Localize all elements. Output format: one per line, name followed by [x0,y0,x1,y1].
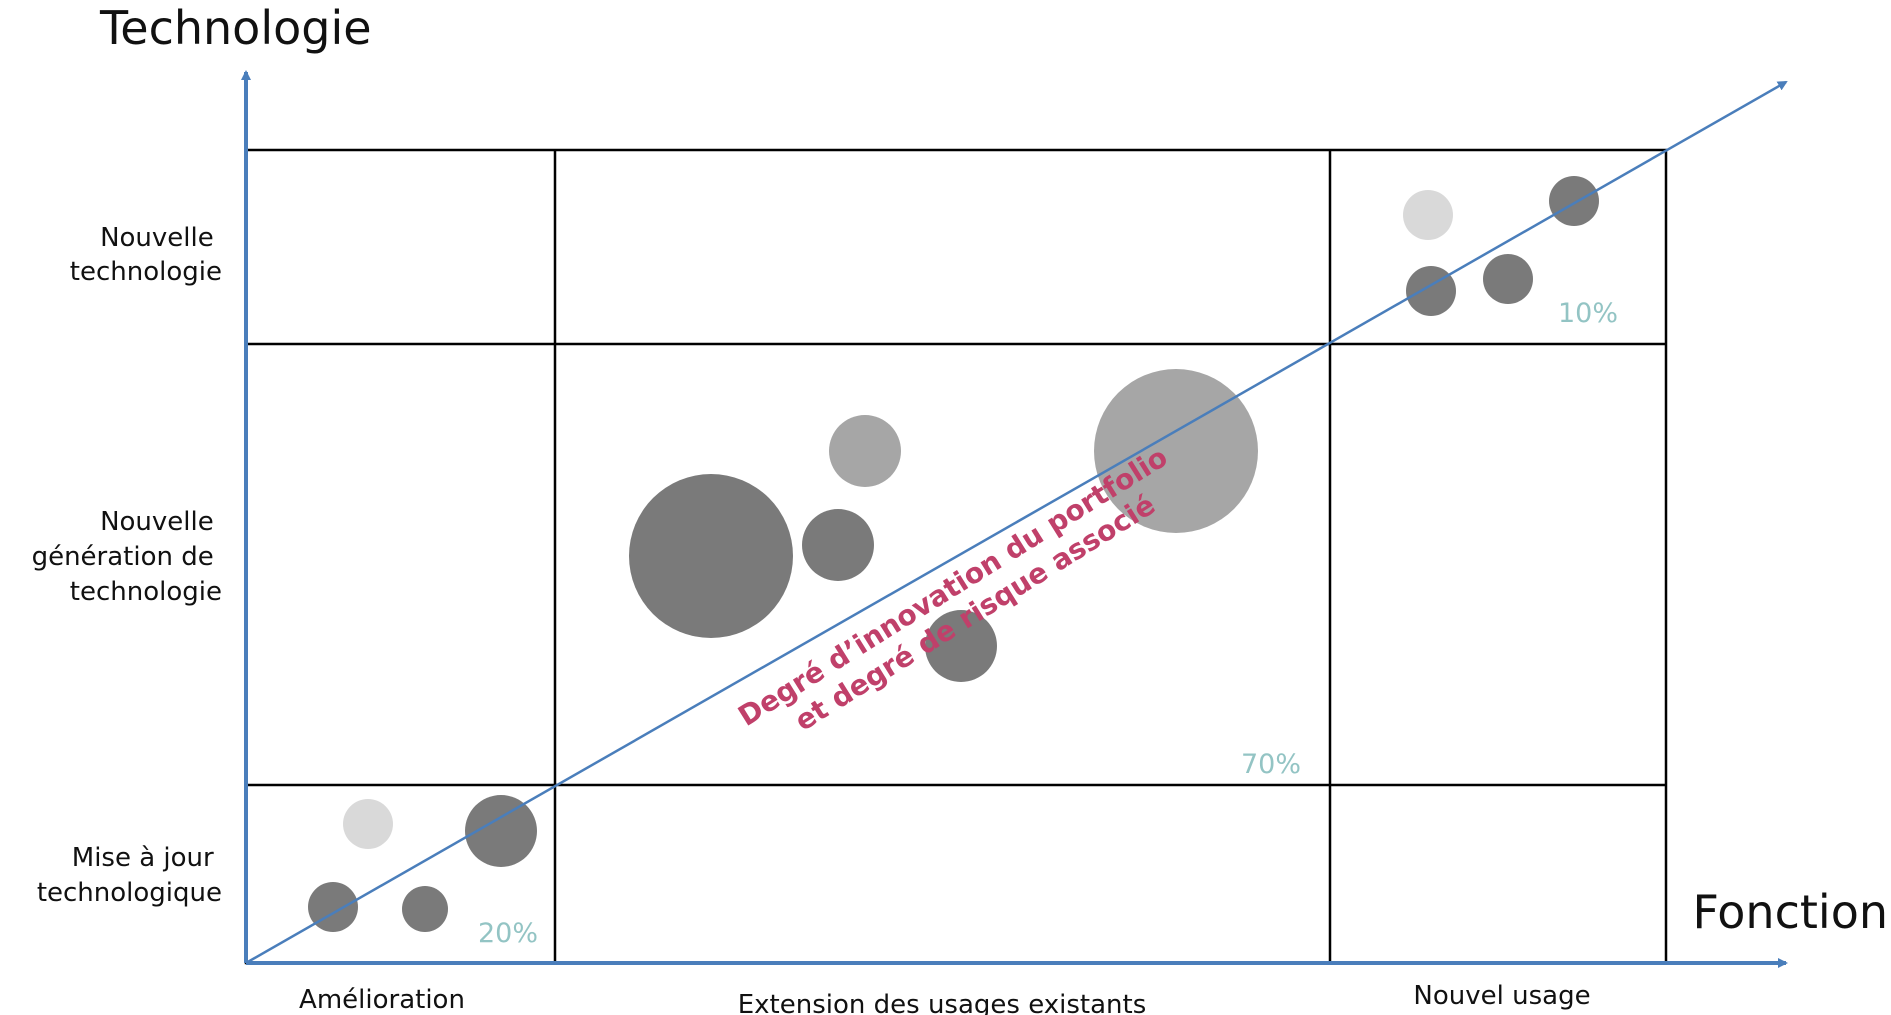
row-label-line: technologie [70,257,222,287]
row-label-new-technology: Nouvelle technologie [70,223,222,287]
bubble [1483,254,1533,304]
diagonal-label-line: Degré d’innovation du portfolio [732,440,1173,733]
bubble [343,799,393,849]
bubble [1403,190,1453,240]
row-label-line: Nouvelle [100,507,214,537]
x-axis-title: Fonction [1692,885,1888,939]
bubbles [308,176,1599,932]
column-label-new-usage: Nouvel usage [1413,981,1590,1011]
percentage-extension: 70% [1241,749,1301,780]
bubble [802,509,874,581]
column-label-improvement: Amélioration [299,985,465,1015]
bubble [402,886,448,932]
row-label-new-generation: Nouvelle génération de technologie [32,507,222,607]
percentage-improvement: 20% [478,918,538,949]
diagonal-trend-arrow [246,82,1786,963]
row-label-line: Mise à jour [72,843,214,873]
row-labels: Nouvelle technologie Nouvelle génération… [32,223,222,908]
row-label-technology-update: Mise à jour technologique [37,843,222,908]
bubble [1549,176,1599,226]
row-label-line: génération de [32,542,214,572]
row-label-line: technologique [37,878,222,908]
bubble [829,415,901,487]
bubble [1406,266,1456,316]
row-label-line: Nouvelle [100,223,214,253]
bubble [629,474,793,638]
percentage-new-usage: 10% [1558,298,1618,329]
column-label-extension: Extension des usages existants [738,990,1147,1015]
y-axis-title: Technologie [99,1,372,55]
diagonal-label: Degré d’innovation du portfolio et degré… [732,435,1199,762]
row-label-line: technologie [70,577,222,607]
